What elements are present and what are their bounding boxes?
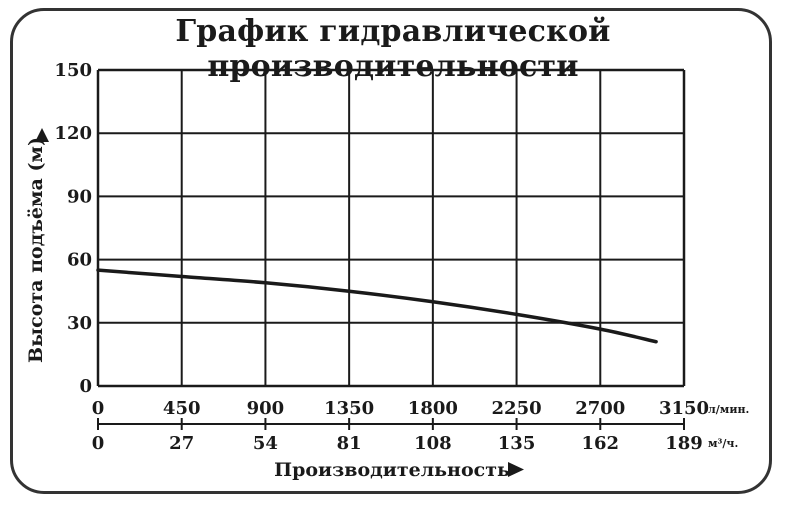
chart-frame [10, 8, 772, 494]
x-tick-label-secondary: 108 [414, 433, 452, 454]
x-tick-label-secondary: 162 [581, 433, 619, 454]
x-tick-label-secondary: 0 [92, 433, 105, 454]
x-tick-label-secondary: 81 [337, 433, 362, 454]
x-tick-label-secondary: 27 [169, 433, 194, 454]
series-line [96, 268, 658, 344]
y-tick-label: 150 [54, 60, 92, 81]
y-tick-label: 60 [67, 250, 92, 271]
x-tick-label-primary: 450 [163, 398, 201, 419]
y-tick-label: 30 [67, 313, 92, 334]
x-tick-label-secondary: 189 [665, 433, 703, 454]
y-tick-label: 90 [67, 186, 92, 207]
x-unit-secondary: м³/ч. [708, 437, 738, 450]
y-tick-label: 120 [54, 123, 92, 144]
x-axis-arrow-icon [508, 462, 524, 477]
x-unit-primary: л/мин. [708, 403, 749, 416]
x-tick-label-primary: 0 [92, 398, 105, 419]
y-tick-label: 0 [79, 376, 92, 397]
x-tick-label-primary: 2250 [492, 398, 542, 419]
x-tick-label-primary: 3150 [659, 398, 709, 419]
x-tick-label-primary: 1800 [408, 398, 458, 419]
x-tick-label-secondary: 135 [498, 433, 536, 454]
x-tick-label-primary: 2700 [575, 398, 625, 419]
x-tick-label-primary: 1350 [324, 398, 374, 419]
x-tick-label-secondary: 54 [253, 433, 278, 454]
chart-title: График гидравлической производительности [175, 14, 611, 84]
x-axis-title: Производительность [274, 459, 510, 481]
y-axis-title: Высота подъёма (м) [25, 137, 47, 363]
x-tick-label-primary: 900 [247, 398, 285, 419]
y-axis-arrow-icon [35, 128, 49, 142]
